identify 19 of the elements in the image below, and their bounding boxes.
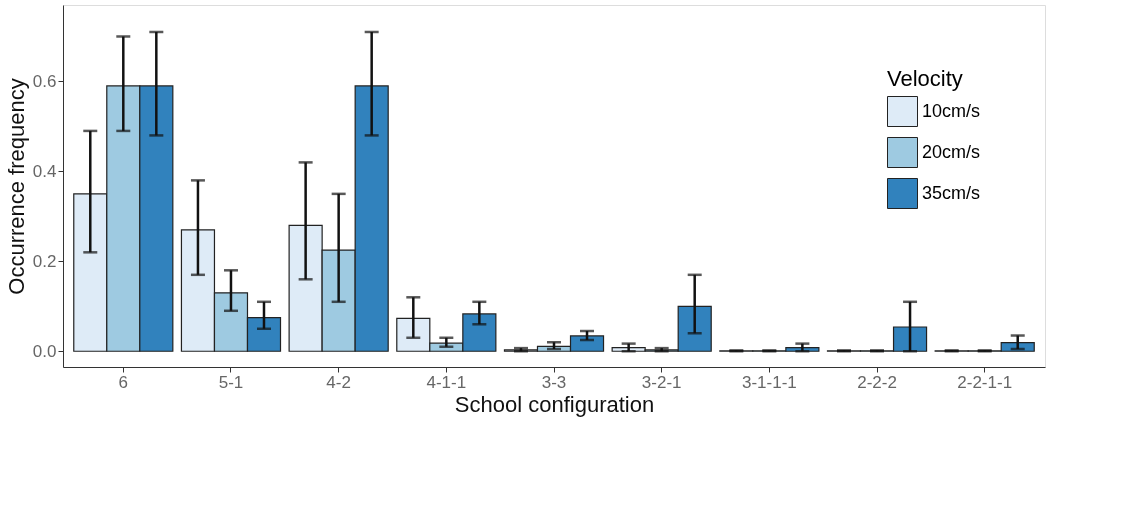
y-axis-title: Occurrence frequency — [3, 78, 29, 295]
x-tick-label: 4-2 — [326, 372, 351, 392]
x-tick-label: 3-2-1 — [641, 372, 682, 392]
x-tick-label: 4-1-1 — [426, 372, 467, 392]
x-tick-label: 2-2-1-1 — [957, 372, 1013, 392]
x-tick-label: 2-2-2 — [857, 372, 897, 392]
y-tick-label: 0.4 — [32, 161, 57, 181]
legend-label: 10cm/s — [922, 100, 981, 121]
x-tick-label: 3-1-1-1 — [741, 372, 797, 392]
x-tick-label: 3-3 — [541, 372, 567, 392]
y-tick-label: 0.0 — [32, 341, 57, 361]
x-axis-title: School configuration — [454, 391, 655, 417]
legend-label: 20cm/s — [922, 141, 981, 162]
y-tick-label: 0.6 — [32, 71, 57, 91]
x-tick-label: 5-1 — [218, 372, 244, 392]
y-tick-label: 0.2 — [32, 251, 57, 271]
legend-title: Velocity — [887, 66, 963, 91]
legend-label: 35cm/s — [922, 182, 981, 203]
x-tick-label: 6 — [118, 372, 129, 392]
